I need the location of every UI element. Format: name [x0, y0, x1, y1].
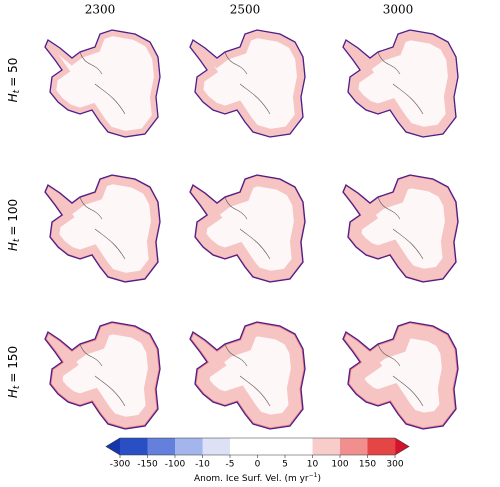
column-title: 2500 [230, 3, 261, 17]
grounding-line [377, 51, 424, 115]
colorbar-label: Anom. Ice Surf. Vel. (m yr−1) [194, 472, 321, 484]
colorbar-segment [312, 438, 341, 455]
row-variable: H [6, 93, 20, 102]
row-subscript: t [12, 238, 22, 242]
colorbar: -300 -150 -100 -10 -5 0 5 10 100 150 300 Anom. Ice … [105, 437, 410, 484]
map-panel [342, 174, 459, 283]
map-panel [44, 29, 161, 138]
colorbar-tick-label: 150 [359, 460, 376, 470]
map-panel [342, 321, 459, 430]
colorbar-tick-label: 300 [386, 460, 403, 470]
colorbar-tick-label: -300 [110, 460, 131, 470]
row-text: = 150 [6, 346, 20, 383]
column-title: 2300 [85, 3, 116, 17]
row-text: = 100 [6, 199, 20, 236]
colorbar-extend-low [106, 438, 120, 455]
map-panel [189, 321, 306, 430]
colorbar-tick-label: 0 [255, 460, 261, 470]
grounding-line [377, 196, 424, 260]
colorbar-segment [230, 438, 258, 455]
map-panel [189, 29, 306, 138]
grounding-line [377, 343, 424, 407]
grounding-line [224, 51, 271, 115]
colorbar-segment [175, 438, 203, 455]
colorbar-label-text: Anom. Ice Surf. Vel. (m yr [194, 474, 309, 484]
colorbar-tick-label: -10 [195, 460, 210, 470]
grounding-line [79, 196, 126, 260]
row-subscript: t [12, 89, 22, 93]
colorbar-tick-label: 5 [282, 460, 288, 470]
grounding-line [79, 51, 126, 115]
colorbar-segment [257, 438, 286, 455]
colorbar-segment [147, 438, 176, 455]
colorbar-segment [120, 438, 148, 455]
colorbar-segment [367, 438, 396, 455]
colorbar-label-sup: −1 [309, 472, 318, 479]
colorbar-tick-label: -100 [165, 460, 186, 470]
map-panel [44, 174, 161, 283]
colorbar-tick-label: 100 [331, 460, 348, 470]
colorbar-segment [340, 438, 368, 455]
map-panel [189, 174, 306, 283]
grounding-line [224, 343, 271, 407]
row-label: Ht = 100 [6, 199, 22, 251]
map-panel [44, 321, 161, 430]
colorbar-tick-label: -150 [137, 460, 158, 470]
colorbar-segment [202, 438, 231, 455]
maps [44, 29, 459, 430]
grounding-line [224, 196, 271, 260]
row-text: = 50 [6, 58, 20, 87]
column-title: 3000 [383, 3, 414, 17]
grounding-line [79, 343, 126, 407]
colorbar-label-end: ) [317, 474, 321, 484]
colorbar-tick-label: -5 [226, 460, 235, 470]
row-labels: Ht = 50 Ht = 100 Ht = 150 [6, 58, 22, 399]
map-panel [342, 29, 459, 138]
row-label: Ht = 150 [6, 346, 22, 398]
colorbar-segment [285, 438, 313, 455]
row-subscript: t [12, 385, 22, 389]
row-label: Ht = 50 [6, 58, 22, 103]
colorbar-extend-high [395, 438, 409, 455]
colorbar-tick-label: 10 [307, 460, 319, 470]
row-variable: H [6, 242, 20, 251]
row-variable: H [6, 389, 20, 398]
